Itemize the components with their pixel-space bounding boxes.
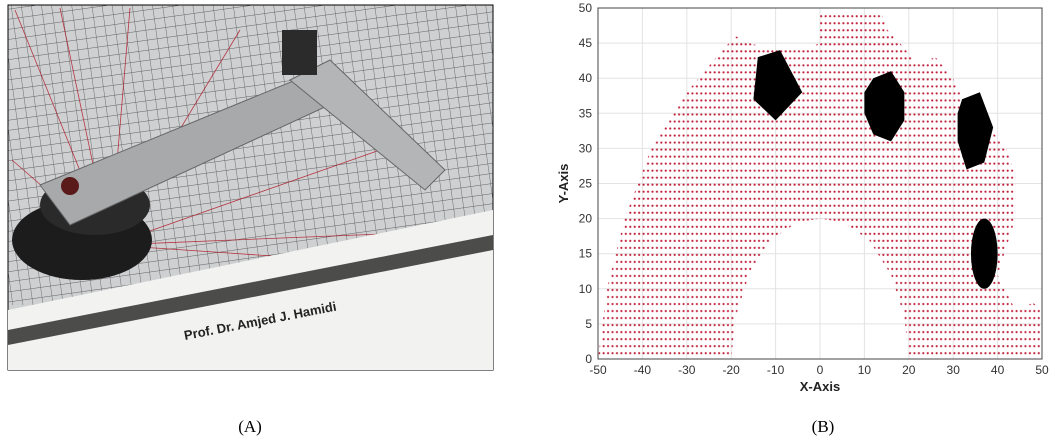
y-tick-label: 25 bbox=[579, 177, 593, 191]
y-tick-label: 45 bbox=[579, 36, 593, 50]
y-tick-label: 10 bbox=[579, 282, 593, 296]
x-tick-label: -40 bbox=[634, 363, 652, 377]
y-tick-label: 30 bbox=[579, 141, 593, 155]
y-tick-label: 20 bbox=[579, 212, 593, 226]
figure: Prof. Dr. Amjed J. Hamidi (A) (B) -50-40… bbox=[0, 0, 1050, 441]
caption: (B) bbox=[812, 417, 835, 436]
x-tick-label: 40 bbox=[991, 363, 1005, 377]
x-axis-label: X-Axis bbox=[800, 379, 840, 394]
x-tick-label: -20 bbox=[723, 363, 741, 377]
x-tick-label: 0 bbox=[817, 363, 824, 377]
y-tick-label: 5 bbox=[585, 317, 592, 331]
x-tick-label: 10 bbox=[858, 363, 872, 377]
x-tick-label: -10 bbox=[767, 363, 785, 377]
y-tick-label: 40 bbox=[579, 71, 593, 85]
y-tick-label: 50 bbox=[579, 1, 593, 15]
caption: (A) bbox=[238, 417, 262, 436]
x-tick-label: 20 bbox=[902, 363, 916, 377]
x-tick-label: 30 bbox=[947, 363, 961, 377]
x-tick-label: -30 bbox=[678, 363, 696, 377]
obstacle bbox=[971, 219, 998, 289]
y-tick-label: 15 bbox=[579, 247, 593, 261]
y-tick-label: 35 bbox=[579, 106, 593, 120]
y-axis-label: Y-Axis bbox=[556, 164, 571, 204]
x-tick-label: 50 bbox=[1035, 363, 1049, 377]
photo: Prof. Dr. Amjed J. Hamidi bbox=[8, 5, 493, 370]
y-tick-label: 0 bbox=[585, 352, 592, 366]
